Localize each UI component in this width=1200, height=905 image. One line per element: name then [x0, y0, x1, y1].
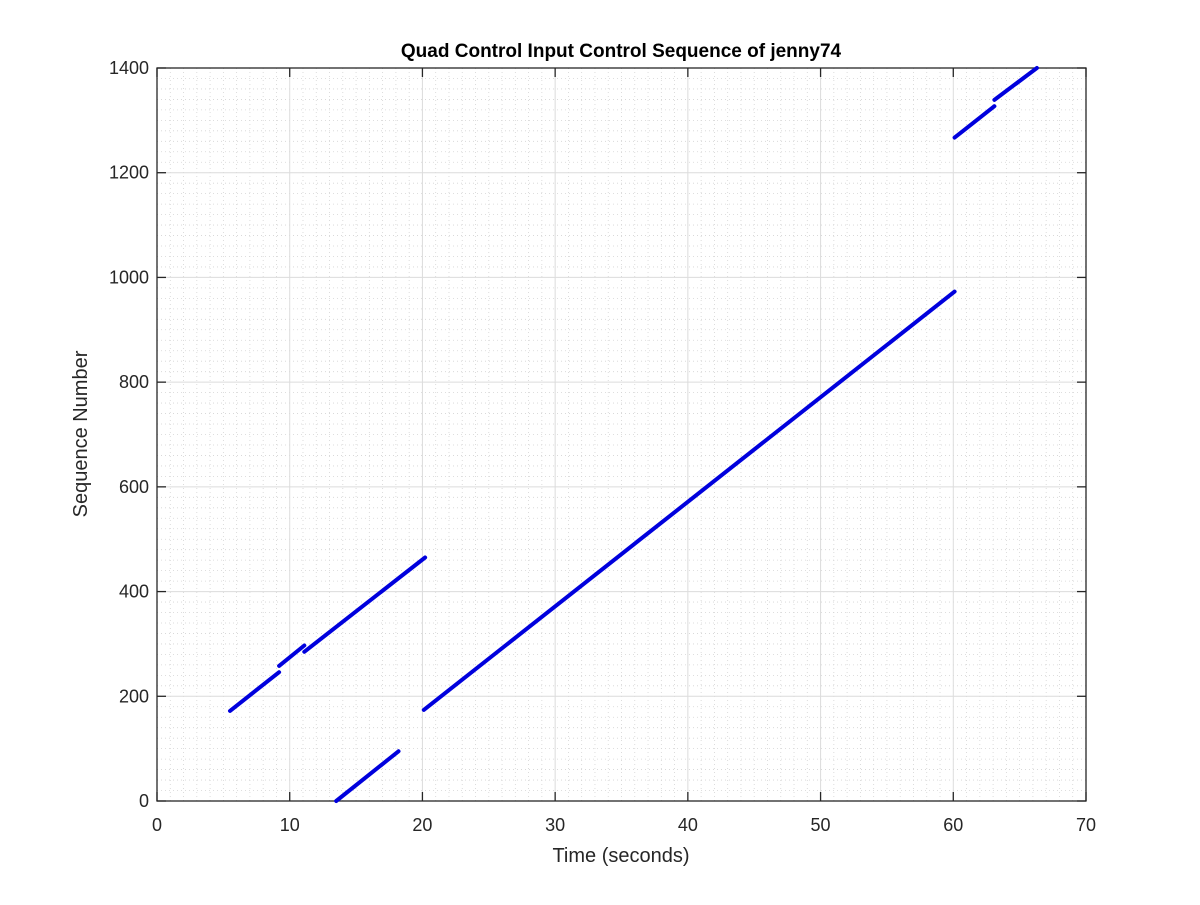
x-tick-label: 0: [152, 815, 162, 835]
series-segment: [302, 555, 428, 654]
series-segment: [228, 670, 282, 713]
axes: [156, 67, 1087, 802]
y-tick-label: 400: [119, 582, 149, 602]
y-tick-label: 800: [119, 372, 149, 392]
series-segment: [334, 749, 401, 803]
x-tick-label: 10: [280, 815, 300, 835]
x-tick-label: 40: [678, 815, 698, 835]
y-tick-label: 1000: [109, 267, 149, 287]
x-tick-labels: 0 10 20 30 40 50 60 70: [152, 815, 1096, 835]
x-tick-label: 30: [545, 815, 565, 835]
series-layer: [228, 66, 1039, 803]
series-segment: [992, 66, 1039, 102]
major-grid: [157, 68, 1086, 801]
x-tick-label: 70: [1076, 815, 1096, 835]
axes-box: [156, 67, 1087, 802]
y-tick-label: 200: [119, 686, 149, 706]
y-tick-label: 0: [139, 791, 149, 811]
x-tick-label: 20: [412, 815, 432, 835]
minor-grid: [157, 68, 1086, 801]
series-segment: [952, 104, 997, 140]
y-tick-label: 600: [119, 477, 149, 497]
x-tick-label: 50: [811, 815, 831, 835]
series-segment: [277, 643, 307, 668]
y-tick-labels: 0 200 400 600 800 1000 1200 1400: [109, 58, 149, 811]
x-tick-label: 60: [943, 815, 963, 835]
series-segment: [421, 289, 957, 712]
y-tick-label: 1400: [109, 58, 149, 78]
chart-title: Quad Control Input Control Sequence of j…: [401, 41, 842, 62]
y-tick-label: 1200: [109, 163, 149, 183]
y-axis-label: Sequence Number: [70, 350, 92, 517]
x-axis-label: Time (seconds): [552, 845, 689, 867]
